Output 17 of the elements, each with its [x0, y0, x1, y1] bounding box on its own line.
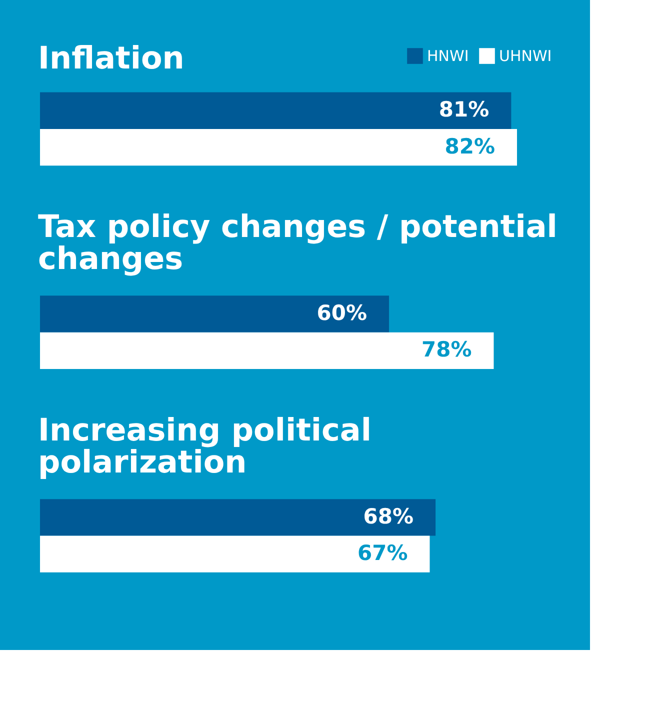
- y-tick-label: Increasing political polarization: [38, 412, 372, 481]
- legend-label: UHNWI: [499, 47, 552, 65]
- y-tick-label: Tax policy changes / potential changes: [38, 209, 558, 278]
- legend-label: HNWI: [427, 47, 469, 65]
- bar: [40, 92, 512, 129]
- data-label: 68%: [363, 504, 414, 528]
- bar: [40, 128, 517, 166]
- bar: [40, 536, 430, 572]
- bar: [40, 499, 436, 536]
- data-label: 82%: [444, 134, 495, 158]
- data-label: 78%: [421, 338, 472, 362]
- bar: [40, 332, 494, 369]
- data-label: 67%: [357, 541, 408, 566]
- data-label: 81%: [438, 98, 490, 122]
- data-label: 60%: [316, 301, 368, 326]
- y-tick-label: Inflation: [38, 40, 184, 77]
- bar: [40, 296, 390, 332]
